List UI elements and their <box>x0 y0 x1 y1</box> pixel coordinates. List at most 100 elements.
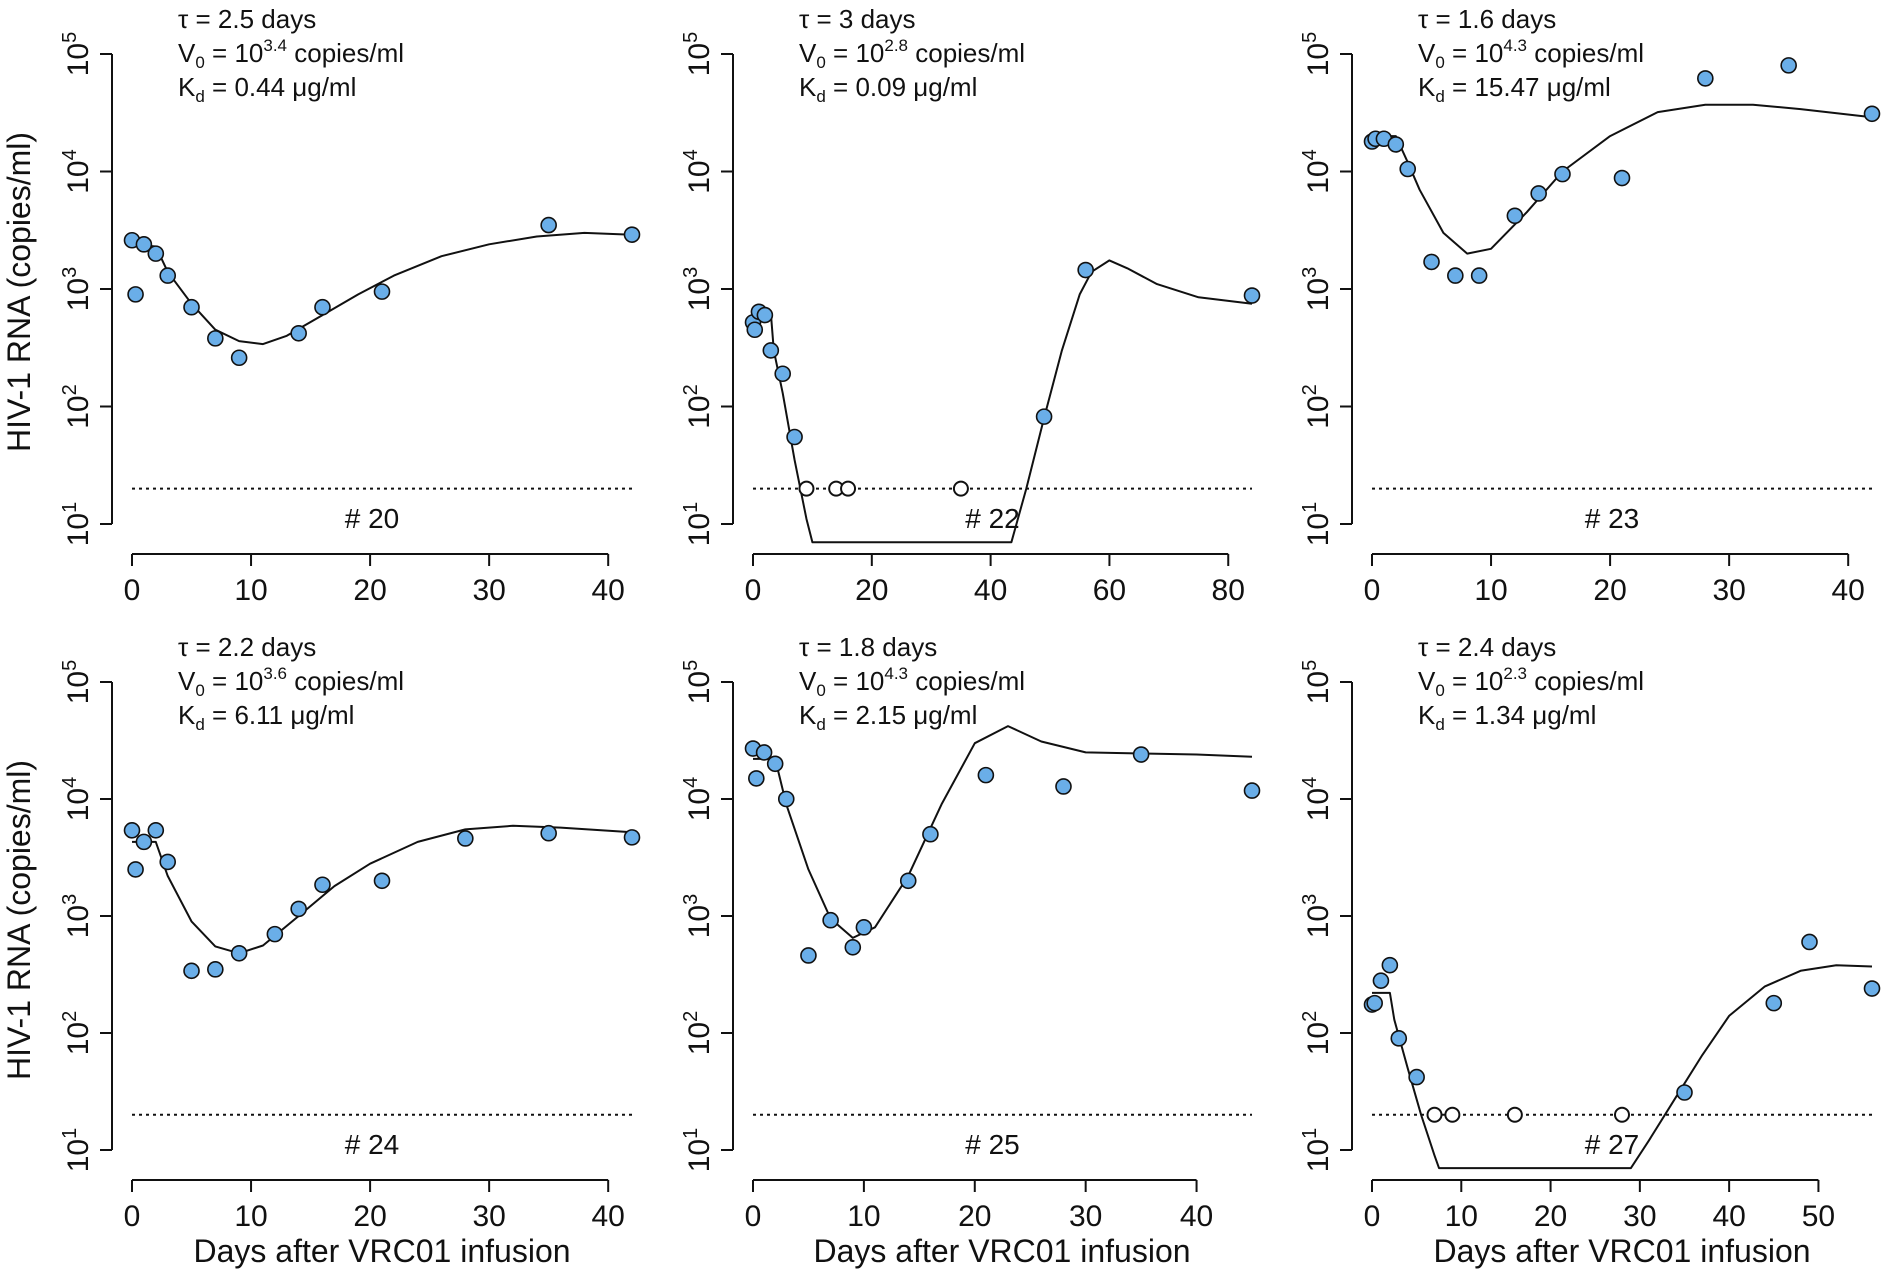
x-axis-label-right: Days after VRC01 infusion <box>1433 1233 1810 1269</box>
y-tick-label: 102 <box>59 384 95 429</box>
x-tick-label: 20 <box>958 1200 991 1233</box>
y-tick-exponent: 4 <box>59 777 81 788</box>
y-tick-base: 10 <box>1302 395 1335 428</box>
y-tick-exponent: 4 <box>680 777 702 788</box>
y-tick-base: 10 <box>1302 160 1335 193</box>
x-tick-label: 20 <box>353 1200 386 1233</box>
y-tick-label: 105 <box>680 32 716 77</box>
y-axis-label-top: HIV-1 RNA (copies/ml) <box>1 132 37 452</box>
kd-value: = 1.34 μg/ml <box>1445 700 1597 730</box>
y-tick-base: 10 <box>1302 905 1335 938</box>
kd-value: = 6.11 μg/ml <box>205 700 355 730</box>
data-point <box>1506 207 1524 225</box>
v0-exponent: 2.8 <box>884 36 908 55</box>
y-tick-exponent: 2 <box>1299 384 1321 395</box>
x-tick-label: 30 <box>1069 1200 1102 1233</box>
y-tick-label: 101 <box>59 502 95 547</box>
data-point <box>748 770 765 787</box>
v0-exponent: 4.3 <box>884 664 908 683</box>
param-v0: V0 = 103.6 copies/ml <box>178 664 404 700</box>
y-tick-base: 10 <box>1302 1022 1335 1055</box>
kd-letter: K <box>178 700 196 730</box>
y-tick-base: 10 <box>683 513 716 546</box>
y-tick-exponent: 2 <box>680 384 702 395</box>
param-tau: τ = 2.4 days <box>1418 632 1556 662</box>
censored-data-point <box>798 480 815 497</box>
kd-value: = 0.44 μg/ml <box>205 72 357 102</box>
censored-data-point <box>1614 1106 1630 1123</box>
param-v0: V0 = 102.8 copies/ml <box>799 36 1025 72</box>
data-point <box>855 919 873 936</box>
y-tick-label: 101 <box>680 502 716 547</box>
v0-unit: copies/ml <box>908 666 1025 696</box>
data-point <box>1035 408 1053 425</box>
y-tick-base: 10 <box>62 160 95 193</box>
x-tick-label: 10 <box>1445 1200 1478 1233</box>
x-tick-label: 50 <box>1802 1200 1835 1233</box>
y-tick-base: 10 <box>683 395 716 428</box>
subject-label: # 22 <box>965 503 1020 534</box>
data-point <box>1423 253 1440 271</box>
y-tick-label: 105 <box>59 32 95 77</box>
kd-value: = 2.15 μg/ml <box>826 700 978 730</box>
censored-data-point <box>1444 1106 1461 1123</box>
data-point <box>1055 778 1072 795</box>
x-tick-label: 30 <box>1623 1200 1656 1233</box>
x-tick-label: 0 <box>745 574 762 607</box>
kd-value: = 15.47 μg/ml <box>1445 72 1611 102</box>
v0-base: = 10 <box>205 666 264 696</box>
data-point <box>1801 933 1818 951</box>
kd-letter: K <box>799 72 817 102</box>
v0-base: = 10 <box>205 38 264 68</box>
y-tick-base: 10 <box>1302 43 1335 76</box>
y-tick-exponent: 4 <box>680 149 702 160</box>
y-tick-exponent: 5 <box>1299 660 1321 671</box>
y-tick-label: 105 <box>680 660 716 705</box>
data-point <box>127 861 144 878</box>
param-tau: τ = 2.2 days <box>178 632 316 662</box>
x-tick-label: 10 <box>234 1200 267 1233</box>
y-tick-base: 10 <box>62 1139 95 1172</box>
data-point <box>1408 1068 1425 1086</box>
data-point <box>135 236 153 253</box>
v0-unit: copies/ml <box>1527 666 1644 696</box>
y-tick-base: 10 <box>62 1022 95 1055</box>
y-tick-label: 101 <box>1299 502 1335 547</box>
x-tick-label: 10 <box>847 1200 880 1233</box>
param-v0: V0 = 103.4 copies/ml <box>178 36 404 72</box>
y-axis-label-bottom: HIV-1 RNA (copies/ml) <box>1 760 37 1080</box>
x-axis-label-left: Days after VRC01 infusion <box>193 1233 570 1269</box>
data-point <box>207 961 224 978</box>
y-tick-label: 104 <box>680 777 716 822</box>
data-point <box>159 267 177 284</box>
data-point <box>266 925 284 943</box>
data-point <box>899 872 917 890</box>
y-tick-label: 101 <box>1299 1128 1335 1173</box>
y-tick-base: 10 <box>683 1139 716 1172</box>
y-tick-base: 10 <box>683 278 716 311</box>
data-point <box>207 330 224 347</box>
data-point <box>774 365 792 383</box>
data-point <box>147 822 165 839</box>
data-point <box>755 744 773 761</box>
data-point <box>540 216 557 234</box>
x-tick-label: 0 <box>124 1200 141 1233</box>
v0-unit: copies/ml <box>287 38 404 68</box>
kd-value: = 0.09 μg/ml <box>826 72 978 102</box>
y-tick-exponent: 5 <box>680 32 702 43</box>
censored-data-point <box>952 480 969 497</box>
y-tick-exponent: 3 <box>680 894 702 905</box>
y-tick-exponent: 1 <box>1299 502 1321 513</box>
v0-letter: V <box>799 38 817 68</box>
y-tick-label: 104 <box>680 149 716 194</box>
y-tick-exponent: 3 <box>1299 267 1321 278</box>
y-tick-exponent: 3 <box>680 267 702 278</box>
y-tick-base: 10 <box>683 1022 716 1055</box>
param-tau: τ = 2.5 days <box>178 4 316 34</box>
y-tick-exponent: 4 <box>1299 149 1321 160</box>
y-tick-label: 104 <box>1299 777 1335 822</box>
v0-exponent: 3.4 <box>263 36 287 55</box>
x-tick-label: 20 <box>1593 574 1626 607</box>
censored-data-point <box>840 480 857 497</box>
kd-subscript: d <box>816 715 825 734</box>
